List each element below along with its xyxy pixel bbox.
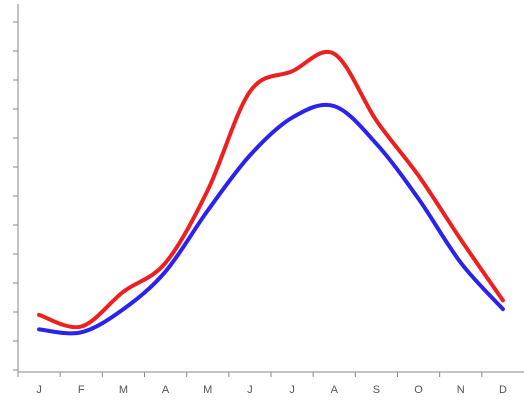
x-tick-label: M: [203, 384, 212, 396]
x-tick-label: J: [36, 384, 42, 396]
x-tick-label: D: [499, 384, 507, 396]
line: [37, 50, 505, 330]
x-tick-label: M: [119, 384, 128, 396]
x-tick-label: N: [457, 384, 465, 396]
line: [37, 102, 505, 336]
x-tick-label: F: [78, 384, 85, 396]
x-tick-label: A: [162, 384, 170, 396]
x-tick-label: J: [247, 384, 253, 396]
x-tick-label: A: [331, 384, 339, 396]
x-tick-label: S: [373, 384, 380, 396]
x-tick-label: O: [414, 384, 423, 396]
x-tick-label: J: [289, 384, 295, 396]
